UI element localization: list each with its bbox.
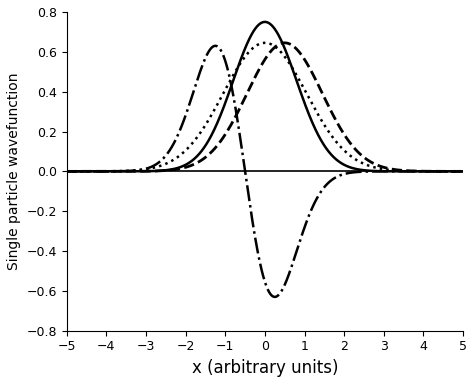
X-axis label: x (arbitrary units): x (arbitrary units) (191, 359, 338, 377)
Y-axis label: Single particle wavefunction: Single particle wavefunction (7, 73, 21, 270)
